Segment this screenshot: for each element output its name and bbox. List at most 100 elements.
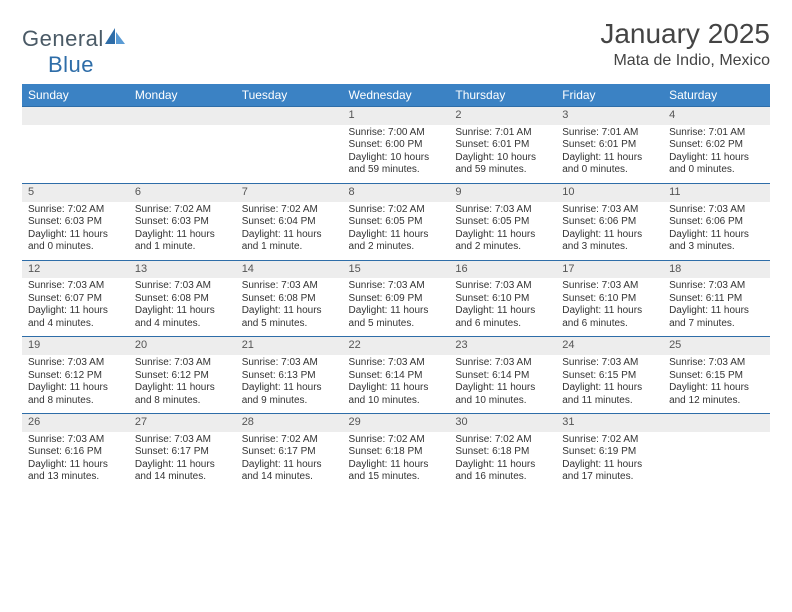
detail-line: Sunset: 6:09 PM: [349, 293, 444, 306]
detail-line: Sunrise: 7:03 AM: [242, 280, 337, 293]
detail-line: Sunset: 6:03 PM: [135, 216, 230, 229]
detail-line: and 59 minutes.: [455, 164, 550, 177]
day-number: 26: [22, 414, 129, 432]
detail-line: and 12 minutes.: [669, 395, 764, 408]
detail-row: Sunrise: 7:03 AMSunset: 6:12 PMDaylight:…: [22, 355, 770, 414]
day-detail: [22, 125, 129, 184]
sail-icon: [104, 26, 126, 46]
day-number: 22: [343, 337, 450, 355]
day-detail: Sunrise: 7:03 AMSunset: 6:06 PMDaylight:…: [663, 202, 770, 261]
day-detail: Sunrise: 7:02 AMSunset: 6:03 PMDaylight:…: [22, 202, 129, 261]
detail-line: Sunset: 6:10 PM: [455, 293, 550, 306]
detail-line: and 15 minutes.: [349, 471, 444, 484]
day-header: Saturday: [663, 84, 770, 107]
day-detail: Sunrise: 7:03 AMSunset: 6:07 PMDaylight:…: [22, 278, 129, 337]
detail-line: Daylight: 11 hours: [349, 229, 444, 242]
detail-line: and 3 minutes.: [562, 241, 657, 254]
detail-line: Sunrise: 7:03 AM: [455, 204, 550, 217]
detail-line: Sunrise: 7:03 AM: [669, 204, 764, 217]
day-number: 11: [663, 183, 770, 201]
detail-line: Sunset: 6:14 PM: [455, 370, 550, 383]
day-number: 5: [22, 183, 129, 201]
detail-line: and 5 minutes.: [349, 318, 444, 331]
location-text: Mata de Indio, Mexico: [600, 52, 770, 70]
day-detail: Sunrise: 7:03 AMSunset: 6:08 PMDaylight:…: [129, 278, 236, 337]
day-detail: Sunrise: 7:03 AMSunset: 6:10 PMDaylight:…: [449, 278, 556, 337]
detail-line: Sunset: 6:05 PM: [349, 216, 444, 229]
detail-line: Sunset: 6:13 PM: [242, 370, 337, 383]
detail-line: Sunrise: 7:01 AM: [455, 127, 550, 140]
detail-line: and 11 minutes.: [562, 395, 657, 408]
detail-line: Daylight: 11 hours: [349, 382, 444, 395]
day-detail: Sunrise: 7:03 AMSunset: 6:05 PMDaylight:…: [449, 202, 556, 261]
detail-line: Sunset: 6:01 PM: [455, 139, 550, 152]
detail-line: Daylight: 10 hours: [455, 152, 550, 165]
detail-line: Daylight: 11 hours: [562, 305, 657, 318]
detail-line: and 17 minutes.: [562, 471, 657, 484]
detail-line: Sunrise: 7:02 AM: [135, 204, 230, 217]
detail-line: Sunset: 6:15 PM: [562, 370, 657, 383]
detail-line: and 8 minutes.: [135, 395, 230, 408]
day-number: 14: [236, 260, 343, 278]
day-detail: Sunrise: 7:00 AMSunset: 6:00 PMDaylight:…: [343, 125, 450, 184]
day-detail: Sunrise: 7:03 AMSunset: 6:09 PMDaylight:…: [343, 278, 450, 337]
day-detail: [663, 432, 770, 490]
detail-line: Sunset: 6:03 PM: [28, 216, 123, 229]
day-number: 30: [449, 414, 556, 432]
day-header: Thursday: [449, 84, 556, 107]
day-number: 17: [556, 260, 663, 278]
detail-line: Sunrise: 7:03 AM: [669, 280, 764, 293]
day-detail: Sunrise: 7:01 AMSunset: 6:01 PMDaylight:…: [556, 125, 663, 184]
day-number: 3: [556, 107, 663, 125]
detail-line: Sunrise: 7:03 AM: [135, 434, 230, 447]
detail-line: and 10 minutes.: [349, 395, 444, 408]
detail-line: and 0 minutes.: [562, 164, 657, 177]
detail-line: Sunrise: 7:03 AM: [349, 280, 444, 293]
detail-line: and 6 minutes.: [562, 318, 657, 331]
detail-line: Daylight: 11 hours: [135, 382, 230, 395]
day-detail: Sunrise: 7:02 AMSunset: 6:18 PMDaylight:…: [449, 432, 556, 490]
detail-line: Daylight: 11 hours: [562, 152, 657, 165]
detail-line: Sunrise: 7:03 AM: [562, 357, 657, 370]
detail-line: Daylight: 11 hours: [455, 459, 550, 472]
day-number: 10: [556, 183, 663, 201]
detail-line: Sunrise: 7:03 AM: [28, 280, 123, 293]
detail-line: Sunset: 6:08 PM: [242, 293, 337, 306]
logo: General Blue: [22, 18, 126, 78]
detail-line: Sunset: 6:06 PM: [669, 216, 764, 229]
detail-line: and 1 minute.: [135, 241, 230, 254]
detail-line: and 7 minutes.: [669, 318, 764, 331]
detail-row: Sunrise: 7:03 AMSunset: 6:16 PMDaylight:…: [22, 432, 770, 490]
day-detail: Sunrise: 7:02 AMSunset: 6:03 PMDaylight:…: [129, 202, 236, 261]
detail-line: Daylight: 11 hours: [28, 305, 123, 318]
detail-line: Sunrise: 7:01 AM: [669, 127, 764, 140]
detail-line: and 14 minutes.: [242, 471, 337, 484]
detail-line: Sunrise: 7:02 AM: [242, 204, 337, 217]
detail-line: Sunrise: 7:02 AM: [28, 204, 123, 217]
day-header: Tuesday: [236, 84, 343, 107]
daynum-row: 567891011: [22, 183, 770, 201]
day-number: 31: [556, 414, 663, 432]
detail-line: Sunset: 6:07 PM: [28, 293, 123, 306]
detail-line: Sunrise: 7:03 AM: [562, 280, 657, 293]
day-detail: Sunrise: 7:03 AMSunset: 6:14 PMDaylight:…: [343, 355, 450, 414]
detail-line: Sunset: 6:18 PM: [455, 446, 550, 459]
detail-line: Sunrise: 7:03 AM: [135, 280, 230, 293]
day-header: Sunday: [22, 84, 129, 107]
month-title: January 2025: [600, 18, 770, 50]
detail-line: Sunset: 6:17 PM: [242, 446, 337, 459]
day-number: [129, 107, 236, 125]
detail-line: Daylight: 11 hours: [349, 305, 444, 318]
detail-row: Sunrise: 7:03 AMSunset: 6:07 PMDaylight:…: [22, 278, 770, 337]
detail-line: Daylight: 11 hours: [28, 382, 123, 395]
day-detail: Sunrise: 7:03 AMSunset: 6:11 PMDaylight:…: [663, 278, 770, 337]
day-detail: Sunrise: 7:03 AMSunset: 6:14 PMDaylight:…: [449, 355, 556, 414]
detail-line: Daylight: 11 hours: [242, 459, 337, 472]
detail-line: Daylight: 11 hours: [562, 229, 657, 242]
calendar-table: Sunday Monday Tuesday Wednesday Thursday…: [22, 84, 770, 490]
detail-row: Sunrise: 7:02 AMSunset: 6:03 PMDaylight:…: [22, 202, 770, 261]
detail-line: Sunset: 6:00 PM: [349, 139, 444, 152]
detail-line: Sunset: 6:04 PM: [242, 216, 337, 229]
day-detail: Sunrise: 7:02 AMSunset: 6:05 PMDaylight:…: [343, 202, 450, 261]
detail-line: and 4 minutes.: [135, 318, 230, 331]
